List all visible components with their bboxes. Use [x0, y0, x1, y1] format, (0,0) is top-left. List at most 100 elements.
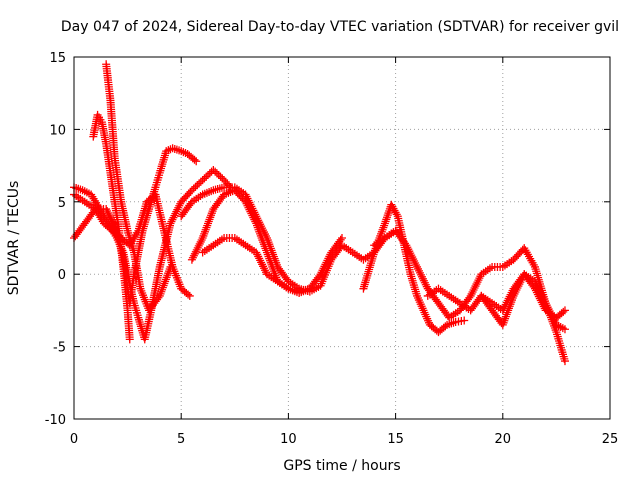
y-tick-label: 15 — [49, 51, 66, 66]
data-point — [185, 291, 194, 300]
x-tick-label: 0 — [70, 432, 78, 447]
data-point-interp — [195, 239, 204, 248]
data-point-interp — [103, 207, 112, 216]
data-point-interp — [204, 171, 212, 180]
data-point-interp — [536, 289, 545, 298]
data-point-interp — [255, 254, 264, 263]
data-point-interp — [244, 203, 253, 212]
data-point-interp — [104, 208, 113, 217]
data-point-interp — [171, 209, 180, 218]
data-point-interp — [549, 314, 558, 323]
data-point-interp — [416, 270, 425, 279]
data-point — [198, 176, 207, 185]
data-point-interp — [404, 245, 413, 254]
data-point-interp — [105, 210, 114, 219]
data-point-interp — [320, 262, 329, 271]
data-point-interp — [169, 213, 178, 222]
data-point-interp — [469, 285, 478, 294]
data-point-interp — [406, 249, 415, 258]
data-point-interp — [518, 274, 527, 283]
data-point-interp — [249, 213, 258, 222]
data-point-interp — [516, 278, 525, 287]
data-point — [560, 306, 569, 315]
data-point-interp — [467, 289, 476, 298]
data-point-interp — [512, 285, 521, 294]
data-point-interp — [471, 282, 480, 291]
data-point-interp — [403, 243, 412, 252]
axis-ticks: 0 5 10 15 20 25 -10 -5 0 5 10 15 — [45, 51, 619, 447]
data-point-interp — [410, 257, 419, 266]
data-point-interp — [548, 312, 557, 321]
data-point-interp — [259, 262, 268, 271]
data-point-interp — [188, 253, 197, 262]
gridlines — [74, 57, 610, 419]
data-point — [541, 299, 550, 308]
data-series — [477, 270, 569, 334]
x-tick-label: 5 — [177, 432, 185, 447]
data-point-interp — [205, 169, 214, 178]
data-point-interp — [202, 172, 211, 181]
data-point — [252, 248, 261, 257]
data-point-interp — [325, 252, 334, 261]
data-point-interp — [191, 182, 200, 191]
data-point-interp — [197, 235, 206, 244]
data-point-interp — [248, 211, 257, 220]
data-point-interp — [190, 155, 199, 164]
y-tick-label: 0 — [58, 268, 66, 283]
data-point-interp — [414, 266, 423, 275]
data-point-interp — [174, 203, 183, 212]
x-tick-label: 10 — [280, 432, 297, 447]
data-point-interp — [550, 316, 559, 325]
data-point-interp — [419, 276, 428, 285]
data-point-interp — [532, 281, 541, 290]
data-point-interp — [168, 215, 177, 224]
data-point-interp — [260, 264, 269, 273]
data-point-interp — [218, 174, 227, 183]
data-point-interp — [472, 280, 481, 289]
data-point-interp — [258, 260, 267, 269]
data-point — [338, 234, 346, 242]
data-point-interp — [246, 207, 255, 216]
data-point-interp — [257, 258, 266, 267]
data-point-interp — [184, 290, 193, 299]
data-point — [466, 291, 475, 300]
data-point-interp — [511, 287, 520, 296]
data-point-interp — [544, 305, 553, 314]
data-point-interp — [317, 268, 326, 277]
data-point-interp — [251, 217, 260, 226]
chart-title: Day 047 of 2024, Sidereal Day-to-day VTE… — [61, 19, 619, 35]
data-point-interp — [319, 264, 328, 273]
data-point-interp — [191, 247, 200, 256]
data-point-interp — [173, 205, 182, 214]
x-tick-label: 15 — [387, 432, 404, 447]
data-series — [102, 60, 175, 315]
data-point — [316, 270, 325, 279]
data-point-interp — [322, 258, 331, 267]
data-point-interp — [468, 287, 477, 296]
data-point-interp — [470, 284, 479, 293]
data-point — [166, 262, 175, 271]
y-tick-label: 10 — [49, 123, 66, 138]
data-point — [305, 284, 314, 293]
data-point-interp — [514, 282, 523, 291]
data-point-interp — [214, 171, 223, 180]
x-tick-label: 25 — [602, 432, 619, 447]
data-point-interp — [545, 307, 554, 316]
data-point-interp — [517, 276, 526, 285]
data-point-interp — [170, 211, 179, 220]
data-point-interp — [539, 295, 548, 304]
data-point-interp — [475, 274, 484, 283]
data-point-interp — [195, 179, 204, 188]
data-point-interp — [540, 297, 549, 306]
data-point-interp — [418, 274, 427, 283]
data-point-interp — [513, 284, 522, 293]
data-point-interp — [167, 217, 176, 226]
data-point-interp — [245, 205, 254, 214]
data-point — [187, 186, 196, 195]
data-point — [560, 357, 569, 366]
data-point-interp — [196, 177, 205, 186]
y-axis-label: SDTVAR / TECUs — [6, 181, 22, 296]
data-point-interp — [409, 255, 418, 264]
y-tick-label: -5 — [53, 341, 66, 356]
